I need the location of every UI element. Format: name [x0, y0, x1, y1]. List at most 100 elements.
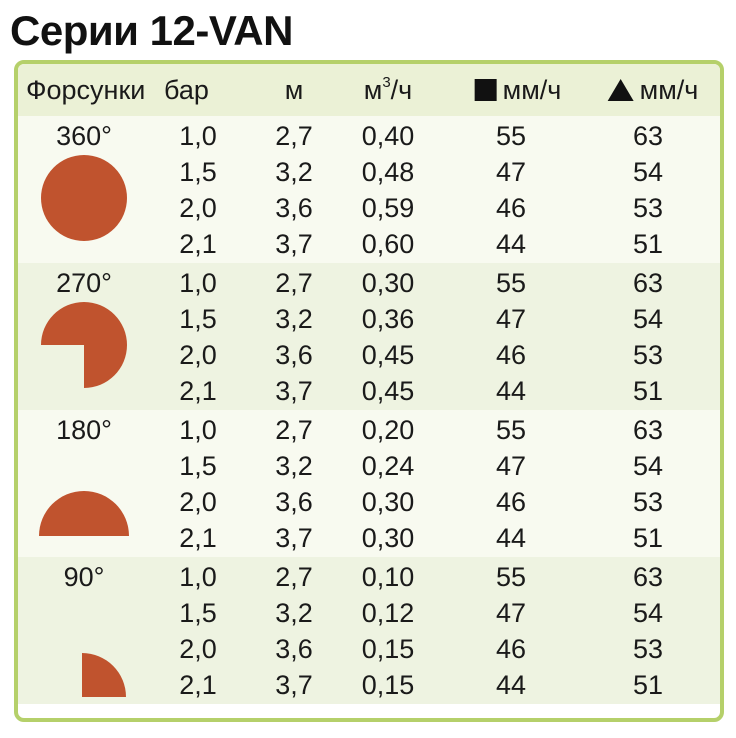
- cell-flow: 0,15: [361, 634, 415, 664]
- cell-tri: 53: [632, 340, 664, 370]
- header-flow-unit: м: [363, 75, 383, 105]
- cell-bar: 1,0: [179, 562, 217, 592]
- cell-bar: 2,0: [179, 340, 217, 370]
- cell-sq: 46: [495, 487, 527, 517]
- cell-bar: 2,0: [179, 634, 217, 664]
- nozzle-group: 270° 1,0 2,7 0,30 55 63 1,5 3,2 0,36 47 54 2,0 3,6 0,…: [18, 263, 720, 410]
- cell-bar: 2,1: [179, 670, 217, 700]
- cell-tri: 51: [632, 670, 664, 700]
- header-triangle-rate-label: мм/ч: [639, 75, 699, 105]
- cell-flow: 0,20: [361, 415, 415, 445]
- cell-bar: 1,5: [179, 451, 217, 481]
- cell-flow: 0,30: [361, 268, 415, 298]
- cell-tri: 53: [632, 193, 664, 223]
- half-circle-nozzle-icon: [39, 491, 129, 536]
- cell-m: 3,7: [275, 523, 313, 553]
- angle-label: 360°: [56, 121, 112, 151]
- cell-tri: 54: [632, 304, 664, 334]
- cell-m: 2,7: [275, 121, 313, 151]
- cell-m: 3,2: [275, 451, 313, 481]
- cell-flow: 0,36: [361, 304, 415, 334]
- cell-sq: 55: [495, 268, 527, 298]
- cell-m: 3,6: [275, 634, 313, 664]
- cell-tri: 54: [632, 451, 664, 481]
- cell-tri: 53: [632, 634, 664, 664]
- cell-m: 3,6: [275, 487, 313, 517]
- cell-m: 3,2: [275, 157, 313, 187]
- cell-sq: 46: [495, 634, 527, 664]
- angle-label: 270°: [56, 268, 112, 298]
- cell-sq: 55: [495, 415, 527, 445]
- full-circle-nozzle-icon: [41, 155, 127, 241]
- header-square-rate-label: мм/ч: [502, 75, 562, 105]
- triangle-icon: [607, 79, 634, 101]
- cell-tri: 51: [632, 523, 664, 553]
- cell-sq: 55: [495, 562, 527, 592]
- cell-bar: 1,0: [179, 268, 217, 298]
- quarter-circle-nozzle-icon: [82, 653, 126, 697]
- header-flow-per-hour: /ч: [390, 75, 413, 105]
- cell-sq: 47: [495, 598, 527, 628]
- cell-flow: 0,30: [361, 523, 415, 553]
- cell-flow: 0,15: [361, 670, 415, 700]
- cell-sq: 46: [495, 193, 527, 223]
- cell-bar: 1,0: [179, 121, 217, 151]
- header-flow-superscript: 3: [382, 74, 391, 91]
- cell-flow: 0,40: [361, 121, 415, 151]
- header-triangle-rate: мм/ч: [607, 64, 699, 116]
- cell-m: 3,2: [275, 304, 313, 334]
- cell-sq: 44: [495, 376, 527, 406]
- table-header: Форсунки бар м м3/ч мм/ч мм/ч: [18, 64, 720, 116]
- angle-label: 180°: [56, 415, 112, 445]
- cell-sq: 47: [495, 157, 527, 187]
- cell-sq: 44: [495, 670, 527, 700]
- cell-m: 3,2: [275, 598, 313, 628]
- cell-tri: 63: [632, 415, 664, 445]
- cell-m: 3,6: [275, 340, 313, 370]
- cell-tri: 54: [632, 598, 664, 628]
- cell-sq: 44: [495, 523, 527, 553]
- cell-m: 3,7: [275, 376, 313, 406]
- cell-tri: 63: [632, 562, 664, 592]
- cell-tri: 63: [632, 121, 664, 151]
- cell-tri: 51: [632, 376, 664, 406]
- cell-m: 3,7: [275, 670, 313, 700]
- header-nozzles: Форсунки: [26, 75, 146, 105]
- cell-bar: 2,1: [179, 376, 217, 406]
- cell-flow: 0,30: [361, 487, 415, 517]
- cell-flow: 0,45: [361, 376, 415, 406]
- cell-bar: 2,1: [179, 229, 217, 259]
- cell-flow: 0,45: [361, 340, 415, 370]
- performance-table: Форсунки бар м м3/ч мм/ч мм/ч 360° 1,0 2,7…: [14, 60, 724, 722]
- nozzle-group: 90° 1,0 2,7 0,10 55 63 1,5 3,2 0,12 47 54 2,0 3,6 0,1…: [18, 557, 720, 704]
- page-title: Серии 12-VAN: [10, 7, 293, 54]
- square-icon: [474, 79, 497, 101]
- cell-m: 2,7: [275, 415, 313, 445]
- cell-bar: 1,5: [179, 304, 217, 334]
- cell-m: 3,7: [275, 229, 313, 259]
- cell-flow: 0,10: [361, 562, 415, 592]
- nozzle-group: 180° 1,0 2,7 0,20 55 63 1,5 3,2 0,24 47 54 2,0 3,6 0,…: [18, 410, 720, 557]
- header-flow: м3/ч: [364, 64, 412, 116]
- cell-flow: 0,59: [361, 193, 415, 223]
- cell-flow: 0,12: [361, 598, 415, 628]
- cell-tri: 63: [632, 268, 664, 298]
- angle-label: 90°: [63, 562, 105, 592]
- three-quarter-circle-nozzle-icon: [41, 302, 127, 388]
- cell-flow: 0,48: [361, 157, 415, 187]
- cell-sq: 47: [495, 451, 527, 481]
- cell-flow: 0,24: [361, 451, 415, 481]
- cell-bar: 2,1: [179, 523, 217, 553]
- header-pressure: бар: [164, 75, 209, 105]
- cell-tri: 54: [632, 157, 664, 187]
- header-radius: м: [284, 75, 304, 105]
- cell-m: 3,6: [275, 193, 313, 223]
- cell-bar: 1,5: [179, 157, 217, 187]
- cell-sq: 46: [495, 340, 527, 370]
- cell-sq: 44: [495, 229, 527, 259]
- nozzle-group: 360° 1,0 2,7 0,40 55 63 1,5 3,2 0,48 47 54 2,0 3,6 0,…: [18, 116, 720, 263]
- cell-tri: 51: [632, 229, 664, 259]
- cell-tri: 53: [632, 487, 664, 517]
- cell-flow: 0,60: [361, 229, 415, 259]
- cell-m: 2,7: [275, 562, 313, 592]
